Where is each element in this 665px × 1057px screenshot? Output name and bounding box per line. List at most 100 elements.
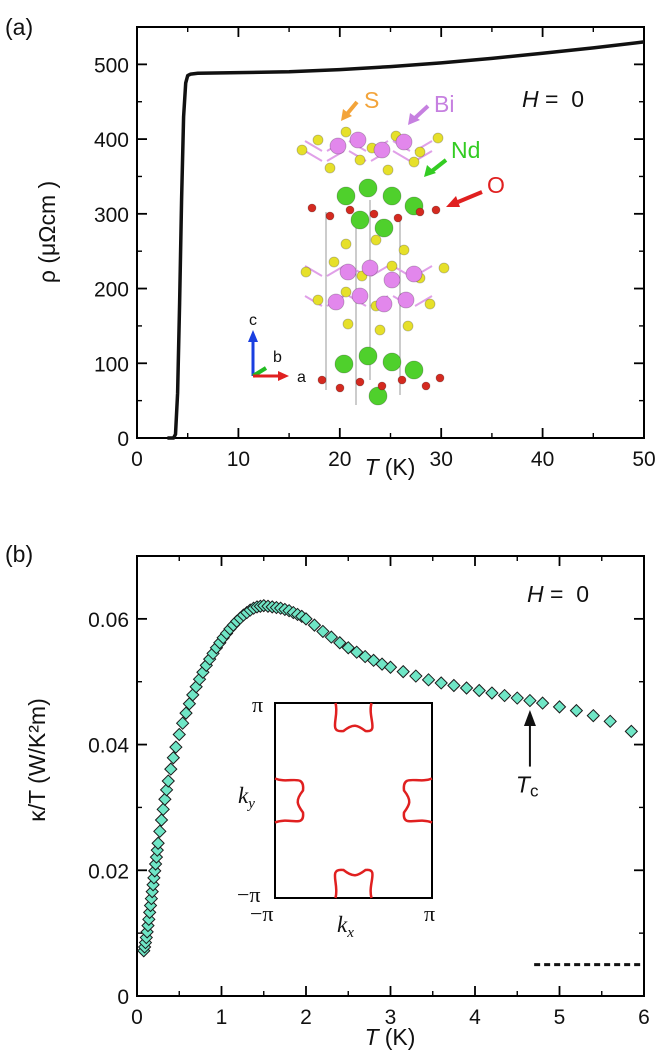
data-point (552, 700, 567, 714)
arrow-s (345, 100, 359, 116)
sulfur-atom (438, 262, 450, 274)
sulfur-atom (424, 298, 436, 310)
data-point (459, 681, 474, 695)
panel-a-x-axis-label: T (K) (365, 454, 416, 480)
x-tick-label: 20 (328, 448, 351, 471)
data-point (159, 783, 174, 797)
pocket-right (402, 777, 433, 824)
data-point (324, 630, 339, 644)
x-tick-label: 4 (469, 1006, 481, 1029)
sulfur-atom (398, 244, 410, 256)
bismuth-atom (329, 137, 347, 155)
panel-b-x-axis-label: T (K) (365, 1024, 416, 1050)
arrowhead-o (446, 196, 460, 207)
label-nd: Nd (424, 137, 480, 177)
tc-annotation: Tc (516, 710, 539, 801)
sulfur-atom (432, 132, 444, 144)
x-tick-label: 2 (300, 1006, 312, 1029)
sulfur-atom (408, 156, 420, 168)
arrow-bi (413, 104, 430, 120)
crystal-atoms (296, 126, 450, 406)
data-point (161, 774, 175, 788)
data-point (166, 751, 181, 765)
panel-a-label: (a) (5, 14, 33, 40)
sulfur-atom (382, 164, 394, 176)
data-point (383, 660, 398, 674)
data-point (153, 824, 167, 839)
oxygen-atom (421, 381, 431, 391)
fermi-tick-bottom: −π (237, 882, 261, 907)
data-point (299, 612, 313, 626)
panel-a-condition: H = 0 (522, 86, 584, 112)
label-o: O (446, 172, 505, 207)
data-point (307, 618, 322, 632)
x-tick-label: 1 (216, 1006, 228, 1029)
label-s: S (341, 87, 379, 121)
pocket-top (333, 702, 374, 733)
bismuth-atom (361, 259, 379, 277)
panel-b-y-axis-label: κ/T (W/K²m) (24, 698, 50, 822)
x-tick-label: 3 (385, 1006, 397, 1029)
data-point (535, 696, 550, 710)
oxygen-atom (307, 203, 317, 213)
x-tick-label: 40 (531, 448, 554, 471)
axis-c-head (248, 330, 258, 342)
pocket-left (274, 777, 305, 824)
data-point (523, 693, 537, 708)
sulfur-atom (370, 234, 382, 246)
oxygen-atom (397, 375, 407, 385)
svg-text:Nd: Nd (451, 137, 480, 163)
fermi-tick-right: π (424, 901, 435, 926)
data-point (154, 813, 169, 827)
oxygen-atom (431, 205, 441, 215)
data-point (603, 714, 617, 729)
data-point (624, 724, 639, 739)
y-tick-label: 100 (94, 353, 129, 376)
bismuth-atom (327, 293, 345, 311)
sulfur-atom (324, 162, 336, 174)
oxygen-atom (325, 211, 335, 221)
data-point (434, 676, 448, 690)
y-tick-label: 500 (94, 54, 129, 77)
sulfur-atom (402, 320, 414, 332)
svg-text:a: a (297, 369, 306, 386)
oxygen-atom (317, 375, 327, 385)
sulfur-atom (414, 146, 426, 158)
data-point (485, 686, 499, 700)
sulfur-atom (300, 266, 312, 278)
data-point (472, 683, 486, 698)
y-tick-label: 400 (94, 129, 129, 152)
sulfur-atom (374, 324, 386, 336)
fermi-surface-inset: π −π −π π kx ky (237, 692, 435, 941)
neodymium-atom (382, 352, 402, 372)
sulfur-atom (386, 260, 398, 272)
data-point (497, 688, 512, 703)
x-tick-label: 6 (638, 1006, 650, 1029)
bond (414, 295, 433, 307)
data-point (158, 792, 172, 806)
panel-b: (b) 0 1 2 3 4 5 6 0 0.02 0.04 0.06 T (K) κ/T (W/K²… (5, 541, 650, 1050)
svg-text:c: c (249, 312, 257, 329)
neodymium-atom (350, 210, 370, 230)
svg-text:b: b (273, 349, 282, 366)
data-point (156, 802, 170, 817)
bismuth-atom (349, 131, 367, 149)
oxygen-atom (355, 377, 365, 387)
fermi-xlabel: kx (337, 912, 354, 941)
resistivity-curve (167, 40, 645, 440)
data-point (447, 678, 461, 693)
bismuth-atom (351, 287, 369, 305)
y-tick-label: 300 (94, 204, 129, 227)
data-point (169, 740, 183, 754)
bond (304, 150, 323, 162)
fermi-tick-top: π (252, 692, 263, 717)
data-point (349, 645, 364, 659)
oxygen-atom (377, 381, 387, 391)
crystal-structure-inset: S Bi Nd O c b (248, 87, 505, 406)
thermal-conductivity-points (137, 598, 639, 958)
y-tick-label: 0.02 (88, 860, 129, 883)
svg-text:S: S (364, 87, 379, 113)
data-point (175, 716, 190, 730)
sulfur-atom (354, 154, 366, 166)
